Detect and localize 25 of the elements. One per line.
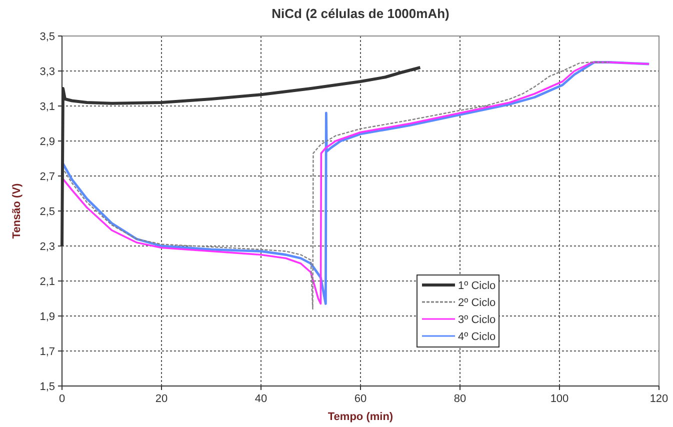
x-tick-label: 0 [58, 393, 66, 405]
legend-label: 2º Ciclo [458, 297, 496, 309]
x-tick-label: 120 [650, 393, 668, 405]
legend-label: 3º Ciclo [458, 314, 496, 326]
x-tick-label: 40 [254, 393, 268, 405]
y-tick-label: 3,3 [40, 66, 55, 78]
y-tick-label: 2,1 [40, 276, 55, 288]
x-tick-label: 100 [550, 393, 569, 405]
y-axis-title: Tensão (V) [11, 182, 23, 239]
y-tick-label: 1,7 [40, 346, 55, 358]
x-tick-label: 60 [354, 393, 367, 405]
y-tick-label: 3,1 [40, 101, 55, 113]
y-tick-label: 1,9 [40, 311, 55, 323]
y-tick-label: 2,5 [40, 206, 55, 218]
legend-label: 4º Ciclo [458, 331, 496, 343]
x-tick-label: 20 [155, 393, 168, 405]
y-tick-label: 2,7 [40, 171, 55, 183]
y-tick-label: 3,5 [40, 31, 55, 43]
y-tick-label: 2,3 [40, 241, 55, 253]
y-tick-label: 2,9 [40, 136, 55, 148]
x-tick-label: 80 [454, 393, 466, 405]
chart-title: NiCd (2 células de 1000mAh) [272, 6, 450, 21]
x-axis-title: Tempo (min) [328, 411, 394, 423]
y-tick-label: 1,5 [40, 381, 55, 393]
legend-label: 1º Ciclo [458, 280, 496, 292]
